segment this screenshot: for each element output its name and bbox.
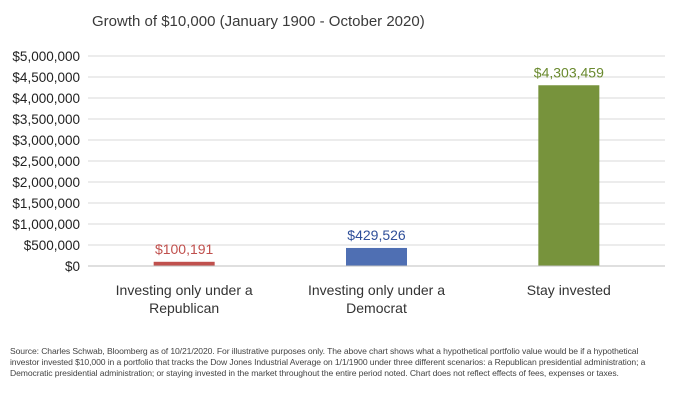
x-axis-category-labels: Investing only under a Republican Investin… — [116, 282, 611, 316]
y-tick-label: $1,500,000 — [12, 196, 80, 211]
bar-chart: Growth of $10,000 (January 1900 - Octobe… — [12, 13, 665, 316]
data-label: $4,303,459 — [534, 64, 604, 80]
y-tick-label: $0 — [65, 259, 80, 274]
x-tick-label: Investing only under a — [116, 282, 253, 298]
y-tick-label: $1,000,000 — [12, 217, 80, 232]
y-tick-label: $4,500,000 — [12, 70, 80, 85]
data-label: $100,191 — [155, 241, 214, 257]
y-tick-label: $5,000,000 — [12, 49, 80, 64]
bar — [153, 261, 215, 266]
data-labels: $100,191 $429,526 $4,303,459 — [155, 64, 604, 257]
y-tick-label: $2,000,000 — [12, 175, 80, 190]
gridlines — [88, 55, 665, 246]
bar — [346, 247, 407, 266]
chart-title: Growth of $10,000 (January 1900 - Octobe… — [92, 13, 425, 30]
y-tick-label: $4,000,000 — [12, 91, 80, 106]
y-tick-label: $2,500,000 — [12, 154, 80, 169]
data-label: $429,526 — [347, 227, 406, 243]
y-tick-label: $3,500,000 — [12, 112, 80, 127]
x-tick-label: Investing only under a — [308, 282, 445, 298]
x-tick-label: Stay invested — [527, 282, 611, 298]
x-tick-label: Democrat — [346, 300, 407, 316]
y-tick-label: $500,000 — [24, 238, 80, 253]
bars — [153, 85, 600, 266]
y-axis-tick-labels: $0 $500,000 $1,000,000 $1,500,000 $2,000,000… — [12, 49, 80, 274]
bar — [538, 85, 600, 266]
source-footnote: Source: Charles Schwab, Bloomberg as of … — [10, 346, 646, 378]
y-tick-label: $3,000,000 — [12, 133, 80, 148]
x-tick-label: Republican — [149, 300, 219, 316]
